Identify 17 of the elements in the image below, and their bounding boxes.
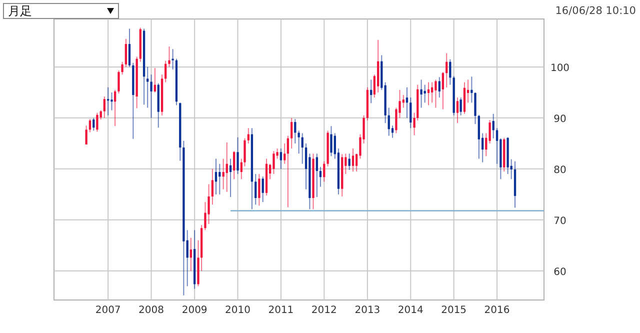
x-tick-label: 2011 xyxy=(268,305,294,316)
x-tick-label: 2008 xyxy=(138,305,164,316)
x-tick-label: 2016 xyxy=(484,305,510,316)
x-tick-label: 2014 xyxy=(398,305,424,316)
y-tick-label: 90 xyxy=(554,114,566,125)
text: 16/06/28 10:10 xyxy=(555,5,636,17)
dropdown: 月足 xyxy=(3,3,119,19)
x-tick-label: 2009 xyxy=(182,305,208,316)
y-tick-label: 100 xyxy=(550,62,570,74)
y-tick-label: 70 xyxy=(554,216,566,227)
x-tick-label: 2007 xyxy=(95,305,121,316)
y-tick-label: 80 xyxy=(554,164,566,176)
x-tick-label: 2015 xyxy=(441,305,467,316)
x-tick-label: 2010 xyxy=(225,305,250,316)
y-tick-label: 60 xyxy=(554,266,566,278)
x-tick-label: 2013 xyxy=(354,305,380,316)
x-tick-label: 2012 xyxy=(311,305,337,316)
